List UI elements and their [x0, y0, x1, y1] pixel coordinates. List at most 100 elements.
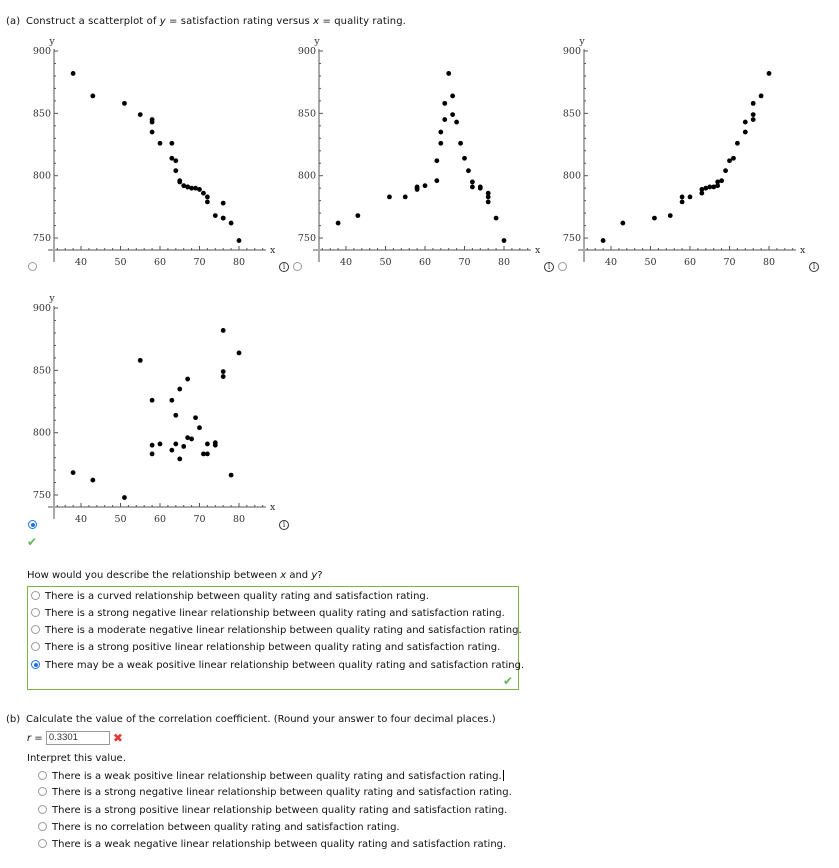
instruction-text: = quality rating.	[319, 16, 406, 27]
option-label: There is no correlation between quality …	[52, 822, 400, 833]
option-label: There is a strong negative linear relati…	[52, 787, 512, 798]
svg-text:x: x	[800, 245, 806, 256]
option-label: There may be a weak positive linear rela…	[45, 660, 525, 671]
y-var: y	[311, 570, 318, 581]
svg-text:80: 80	[763, 257, 775, 268]
scatterplot-option-3: 750 800 850 900 40 50 60 70 80 y x	[563, 36, 806, 268]
svg-text:60: 60	[154, 257, 166, 268]
radio-button[interactable]	[38, 822, 47, 831]
svg-text:70: 70	[458, 257, 470, 268]
svg-text:y: y	[48, 293, 55, 304]
radio-button[interactable]	[38, 787, 47, 796]
scatterplot-option-2: 750 800 850 900 40 50 60 70 80 y x	[298, 36, 541, 268]
scatterplot-option-1: 750 800 850 900 40 50 60 70 80 y x	[33, 36, 276, 268]
svg-text:40: 40	[75, 514, 87, 525]
plot-option-4-radio[interactable]	[28, 520, 37, 529]
svg-text:900: 900	[33, 46, 51, 57]
interpret-label: Interpret this value.	[27, 753, 126, 764]
radio-button[interactable]	[38, 771, 47, 780]
question-text: and	[286, 570, 312, 581]
option-label: There is a strong positive linear relati…	[45, 642, 501, 653]
svg-text:40: 40	[605, 257, 617, 268]
relationship-answer-box: There is a curved relationship between q…	[27, 586, 524, 690]
svg-text:70: 70	[723, 257, 735, 268]
interpret-option[interactable]: There is a strong negative linear relati…	[38, 787, 512, 798]
svg-text:900: 900	[563, 46, 581, 57]
interpret-option[interactable]: There is a weak negative linear relation…	[38, 839, 506, 850]
svg-text:850: 850	[298, 108, 316, 119]
part-b-instruction: Calculate the value of the correlation c…	[26, 714, 496, 725]
relationship-option-selected[interactable]: There may be a weak positive linear rela…	[28, 660, 524, 671]
x-var: x	[313, 16, 320, 27]
svg-text:60: 60	[684, 257, 696, 268]
svg-text:60: 60	[419, 257, 431, 268]
option-label: There is a strong negative linear relati…	[45, 608, 505, 619]
relationship-correct-check-icon: ✔	[503, 674, 514, 688]
radio-button[interactable]	[31, 608, 40, 617]
svg-text:900: 900	[298, 46, 316, 57]
interpret-option[interactable]: There is a strong positive linear relati…	[38, 805, 507, 816]
part-a-label: (a)	[6, 16, 21, 27]
svg-text:y: y	[48, 36, 55, 47]
plot-correct-check-icon: ✔	[27, 535, 38, 549]
svg-text:y: y	[578, 36, 585, 47]
relationship-option[interactable]: There is a strong negative linear relati…	[28, 608, 505, 619]
svg-text:50: 50	[644, 257, 656, 268]
svg-text:x: x	[535, 245, 541, 256]
svg-text:60: 60	[154, 514, 166, 525]
r-label: r	[27, 733, 32, 744]
info-icon[interactable]: i	[279, 262, 289, 272]
r-answer-row: r = 0.3301 ✖	[27, 731, 123, 745]
instruction-text: Construct a scatterplot of	[26, 16, 160, 27]
interpret-option[interactable]: There is a weak positive linear relation…	[38, 770, 504, 782]
svg-text:750: 750	[33, 233, 51, 244]
relationship-option[interactable]: There is a curved relationship between q…	[28, 591, 429, 602]
svg-text:750: 750	[33, 490, 51, 501]
svg-text:40: 40	[340, 257, 352, 268]
info-icon[interactable]: i	[544, 262, 554, 272]
svg-text:50: 50	[114, 514, 126, 525]
y-var: y	[159, 16, 166, 27]
svg-text:800: 800	[298, 171, 316, 182]
r-input[interactable]: 0.3301	[45, 731, 110, 745]
svg-text:900: 900	[33, 303, 51, 314]
scatterplot-option-4: 750 800 850 900 40 50 60 70 80 y x	[33, 293, 276, 525]
svg-text:70: 70	[193, 257, 205, 268]
svg-text:800: 800	[563, 171, 581, 182]
svg-text:50: 50	[114, 257, 126, 268]
radio-button[interactable]	[31, 591, 40, 600]
svg-text:750: 750	[563, 233, 581, 244]
svg-text:800: 800	[33, 171, 51, 182]
svg-text:50: 50	[379, 257, 391, 268]
question-text: How would you describe the relationship …	[27, 570, 281, 581]
part-b-heading: (b) Calculate the value of the correlatio…	[6, 714, 496, 725]
option-label: There is a moderate negative linear rela…	[45, 625, 522, 636]
option-label: There is a weak positive linear relation…	[52, 771, 502, 782]
interpret-option[interactable]: There is no correlation between quality …	[38, 822, 400, 833]
plot-option-2-radio[interactable]	[293, 262, 302, 271]
plot-option-3-radio[interactable]	[558, 262, 567, 271]
option-label: There is a strong positive linear relati…	[52, 805, 508, 816]
question-text: ?	[317, 570, 323, 581]
radio-button-selected[interactable]	[31, 660, 40, 669]
svg-text:800: 800	[33, 428, 51, 439]
option-label: There is a curved relationship between q…	[45, 591, 429, 602]
radio-button[interactable]	[31, 642, 40, 651]
radio-button[interactable]	[38, 805, 47, 814]
svg-text:750: 750	[298, 233, 316, 244]
svg-text:80: 80	[233, 257, 245, 268]
x-var: x	[280, 570, 287, 581]
radio-button[interactable]	[31, 625, 40, 634]
info-icon[interactable]: i	[809, 262, 819, 272]
svg-text:y: y	[313, 36, 320, 47]
svg-text:x: x	[270, 245, 276, 256]
radio-button[interactable]	[38, 839, 47, 848]
plot-option-1-radio[interactable]	[28, 262, 37, 271]
instruction-text: = satisfaction rating versus	[165, 16, 314, 27]
info-icon[interactable]: i	[279, 520, 289, 530]
relationship-option[interactable]: There is a strong positive linear relati…	[28, 642, 500, 653]
equals-sign: =	[31, 733, 46, 744]
incorrect-x-icon: ✖	[112, 731, 123, 745]
svg-text:80: 80	[498, 257, 510, 268]
relationship-option[interactable]: There is a moderate negative linear rela…	[28, 625, 522, 636]
